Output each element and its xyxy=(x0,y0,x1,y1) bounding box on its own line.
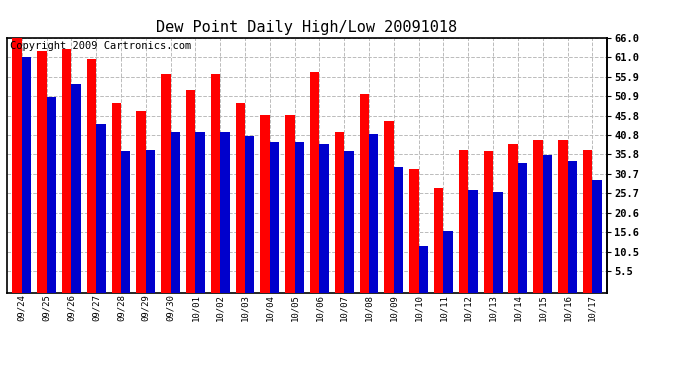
Bar xyxy=(444,231,453,292)
Bar xyxy=(344,152,354,292)
Bar xyxy=(245,136,255,292)
Bar xyxy=(434,188,444,292)
Bar xyxy=(419,246,428,292)
Bar xyxy=(121,152,130,292)
Bar xyxy=(270,142,279,292)
Bar xyxy=(170,132,180,292)
Bar xyxy=(295,142,304,292)
Bar xyxy=(592,180,602,292)
Bar xyxy=(518,163,527,292)
Bar xyxy=(211,74,220,292)
Bar xyxy=(394,167,403,292)
Bar xyxy=(12,38,22,292)
Bar xyxy=(459,150,469,292)
Bar xyxy=(37,51,47,292)
Bar xyxy=(567,161,577,292)
Bar xyxy=(22,57,31,292)
Bar xyxy=(484,152,493,292)
Bar xyxy=(137,111,146,292)
Bar xyxy=(509,144,518,292)
Bar xyxy=(310,72,319,292)
Bar xyxy=(285,115,295,292)
Bar xyxy=(161,74,170,292)
Bar xyxy=(359,93,369,292)
Bar xyxy=(71,84,81,292)
Bar xyxy=(87,59,96,292)
Bar xyxy=(335,132,344,292)
Bar xyxy=(62,49,71,292)
Bar xyxy=(146,150,155,292)
Bar xyxy=(186,90,195,292)
Bar xyxy=(469,190,477,292)
Bar xyxy=(235,103,245,292)
Bar xyxy=(260,115,270,292)
Text: Copyright 2009 Cartronics.com: Copyright 2009 Cartronics.com xyxy=(10,41,191,51)
Bar xyxy=(195,132,205,292)
Bar xyxy=(493,192,502,292)
Bar xyxy=(558,140,567,292)
Bar xyxy=(369,134,379,292)
Bar xyxy=(96,124,106,292)
Bar xyxy=(47,98,56,292)
Bar xyxy=(384,121,394,292)
Bar xyxy=(583,150,592,292)
Bar xyxy=(112,103,121,292)
Bar xyxy=(409,169,419,292)
Bar xyxy=(319,144,329,292)
Title: Dew Point Daily High/Low 20091018: Dew Point Daily High/Low 20091018 xyxy=(157,20,457,35)
Bar xyxy=(220,132,230,292)
Bar xyxy=(533,140,543,292)
Bar xyxy=(543,155,552,292)
